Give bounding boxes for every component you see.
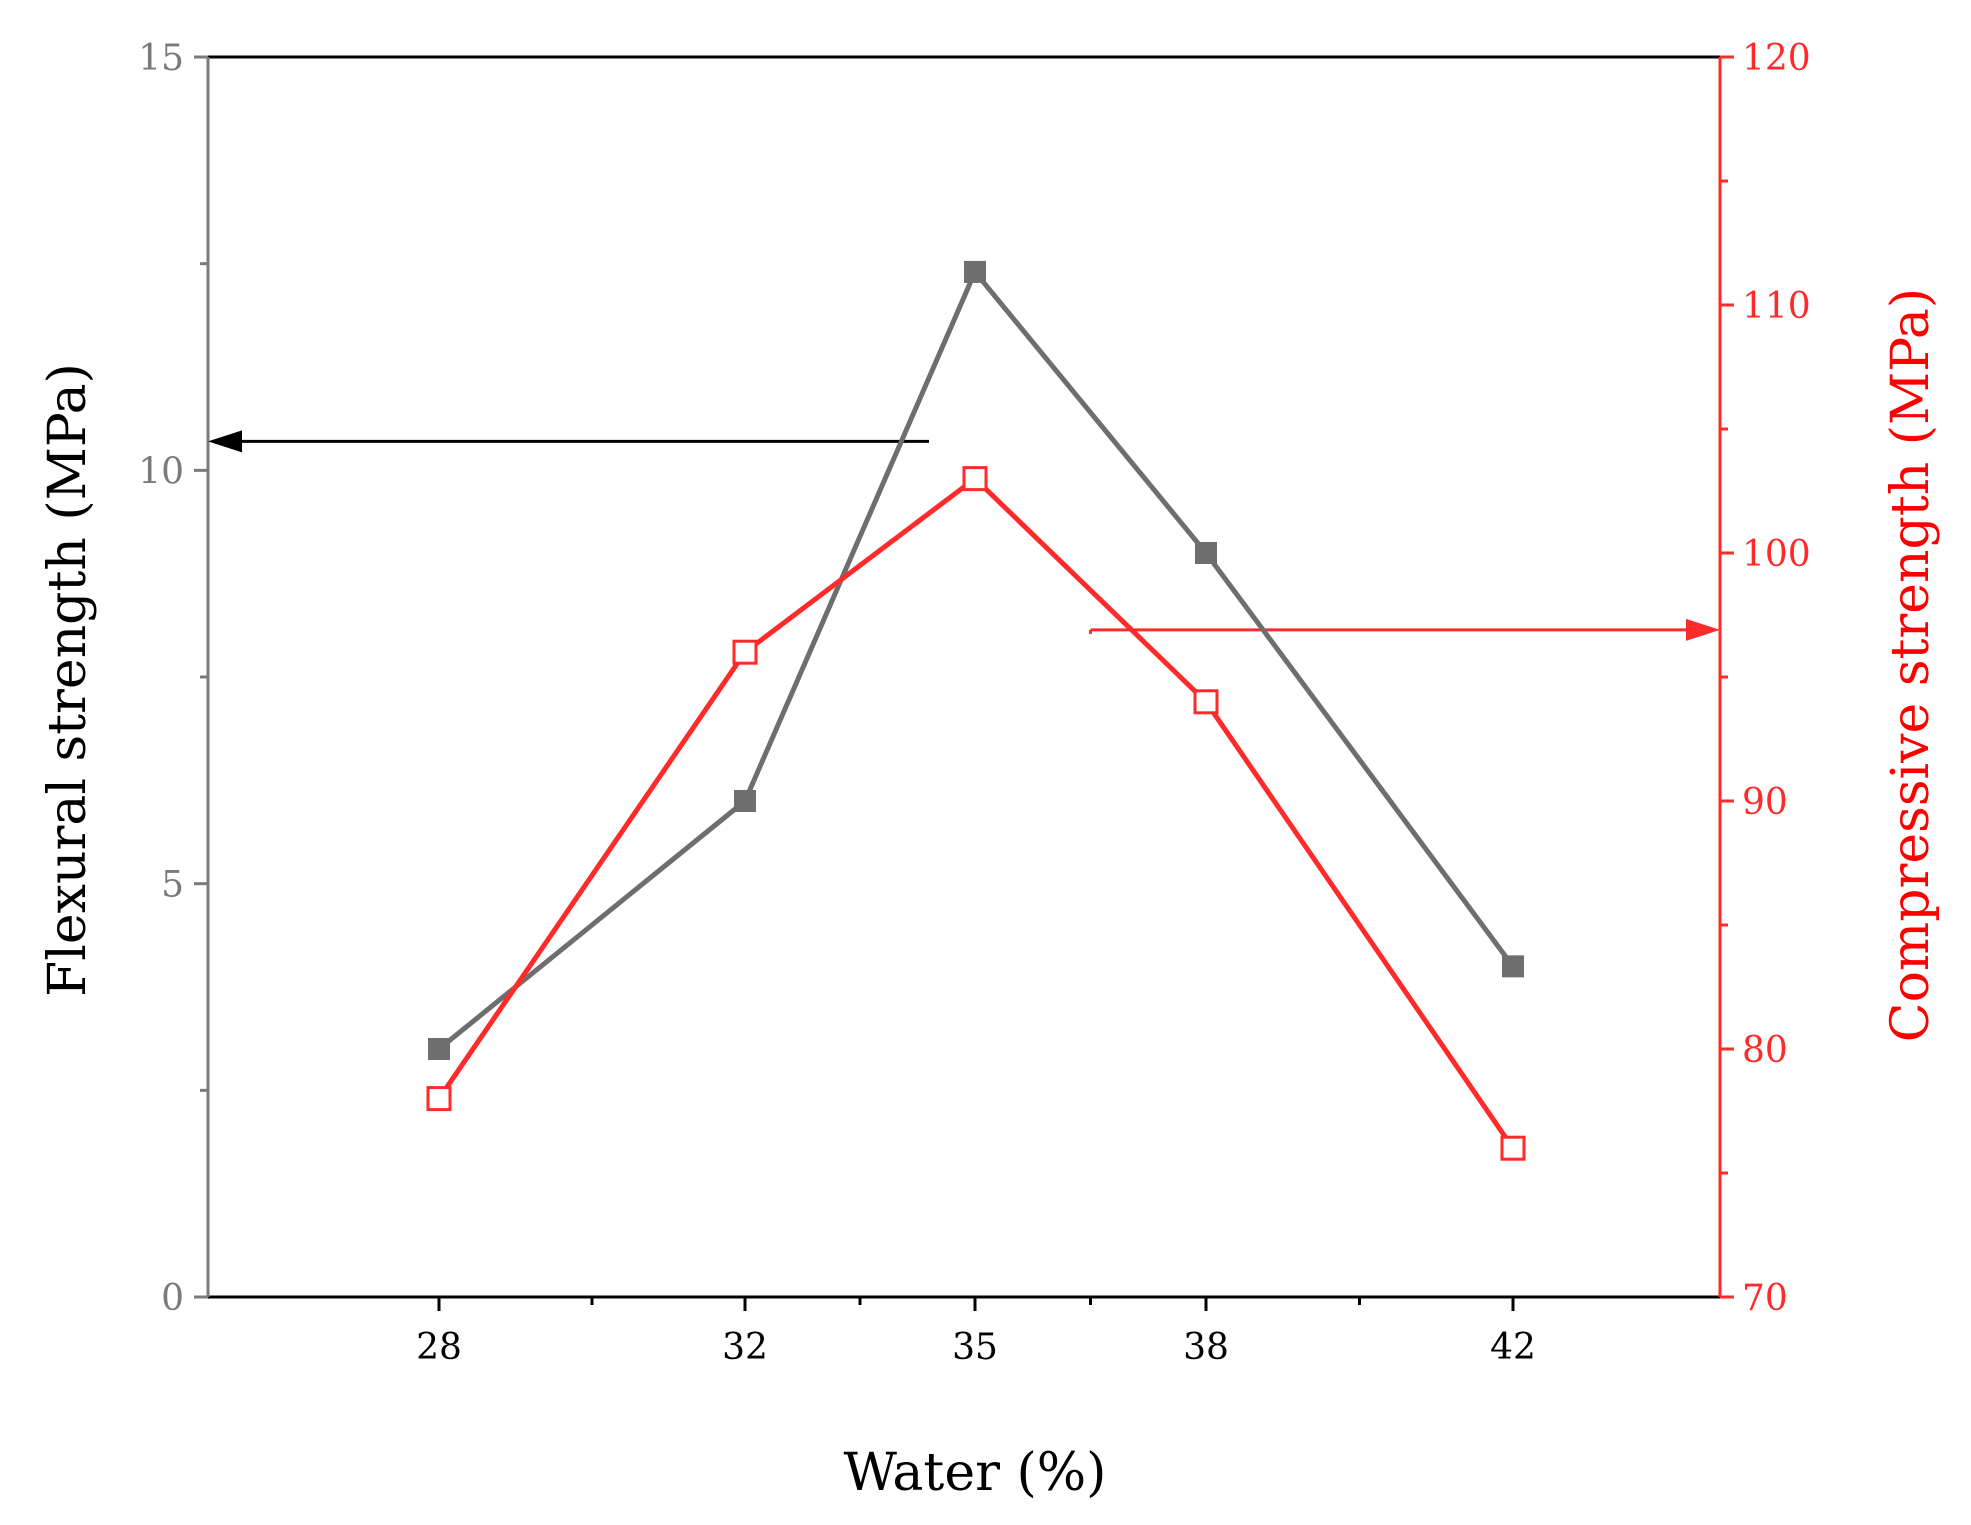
compressive-data-point: [426, 1086, 452, 1112]
x-tick-label: 28: [416, 1327, 462, 1368]
y-left-tick-label: 5: [161, 865, 184, 906]
y-right-tick-label: 110: [1742, 286, 1811, 327]
flexural-data-point: [964, 260, 986, 283]
flexural-data-point: [734, 790, 756, 812]
labels-layer: Water (%) Flexural strength (MPa) Compre…: [38, 288, 1941, 1503]
compressive-data-point: [962, 466, 988, 492]
annotation-layer: [208, 430, 1720, 641]
y-axis-right-title: Compressive strength (MPa): [1881, 288, 1941, 1042]
flexural-data-point: [428, 1038, 450, 1060]
series-layer: [426, 260, 1526, 1161]
y-left-tick-label: 15: [138, 38, 184, 79]
x-axis-title: Water (%): [844, 1443, 1107, 1503]
flexural-data-point: [1195, 542, 1217, 564]
compressive-arrow-head: [1686, 618, 1720, 641]
flexural-data-point: [1502, 955, 1524, 978]
compressive-series-line: [436, 476, 1516, 1150]
y-right-tick-label: 90: [1742, 782, 1788, 823]
y-right-tick-label: 80: [1742, 1030, 1788, 1071]
y-right-tick-label: 70: [1742, 1278, 1788, 1319]
y-left-tick-label: 10: [138, 451, 184, 492]
y-axis-left-title: Flexural strength (MPa): [38, 363, 98, 997]
x-tick-label: 38: [1183, 1327, 1229, 1368]
y-right-tick-label: 100: [1742, 534, 1811, 575]
x-tick-label: 32: [722, 1327, 768, 1368]
compressive-data-point: [1193, 689, 1219, 715]
y-left-tick-label: 0: [161, 1278, 184, 1319]
axes-layer: 0 5 10 15 70 80 90 100 110 120 28 32 35 38 42: [138, 38, 1811, 1368]
compressive-data-point: [1500, 1135, 1526, 1161]
x-tick-label: 42: [1490, 1327, 1536, 1368]
x-tick-label: 35: [952, 1327, 998, 1368]
compressive-data-point: [732, 639, 758, 665]
y-right-tick-label: 120: [1742, 38, 1811, 79]
flexural-series-line: [437, 269, 1516, 1051]
flexural-arrow-head: [208, 430, 242, 453]
